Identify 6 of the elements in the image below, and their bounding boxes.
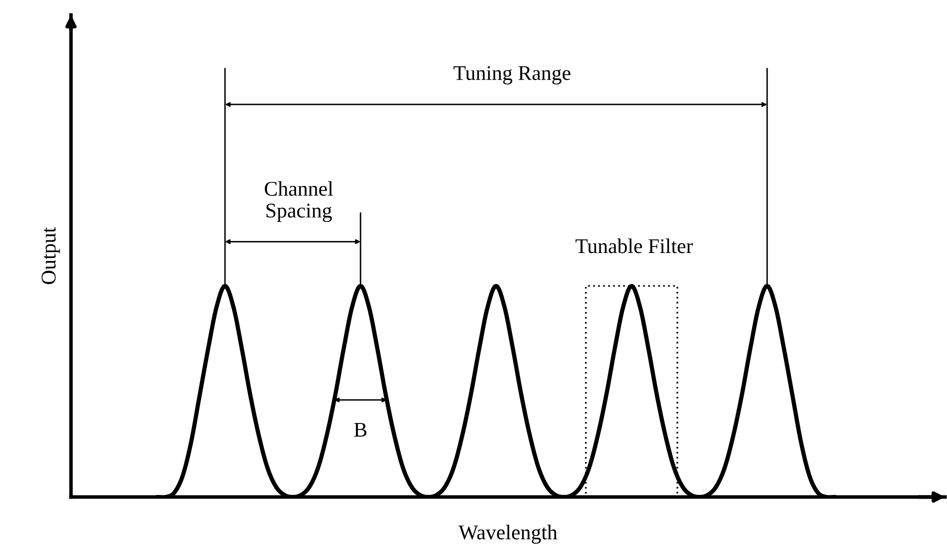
text: Tunable Filter (576, 238, 693, 254)
x-axis-title: Wavelength (458, 524, 558, 544)
text: Channel Spacing (264, 181, 333, 222)
y-axis-title: Output (42, 227, 60, 284)
text: Tuning Range (454, 66, 570, 84)
annotation: B (354, 422, 366, 437)
